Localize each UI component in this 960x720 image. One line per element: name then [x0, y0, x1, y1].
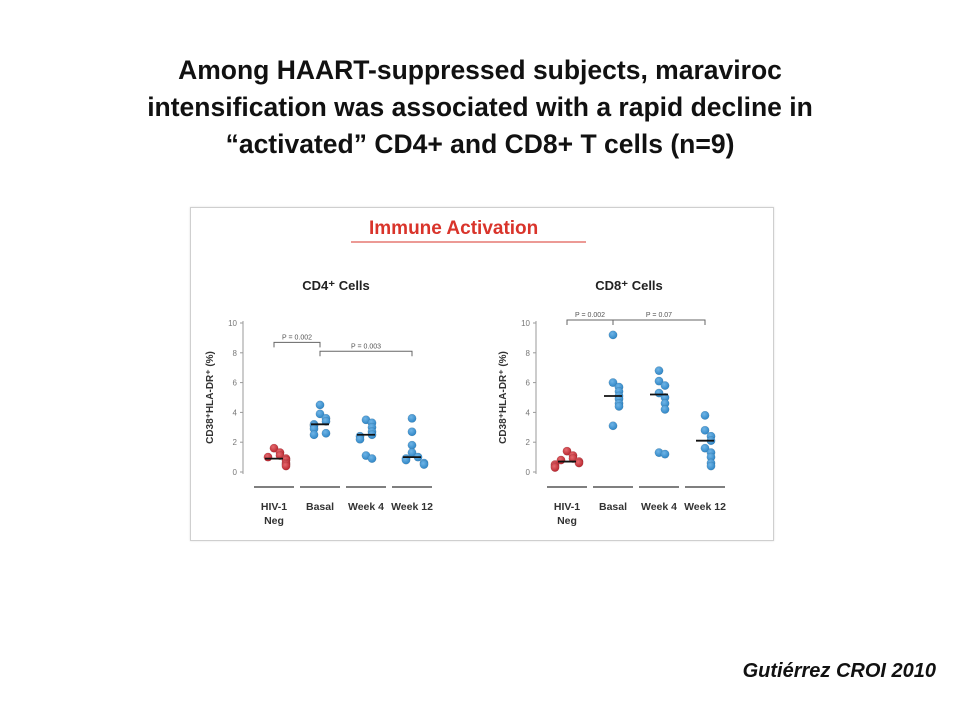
data-point-cd4-1	[315, 409, 325, 419]
x-tick-label-cd8: Week 4	[641, 501, 677, 513]
panel-title-cd4: CD4⁺ Cells	[302, 278, 370, 293]
x-tick-label-cd8: Neg	[557, 515, 577, 527]
data-point-cd4-3	[407, 427, 417, 437]
immune-activation-figure: Immune Activation CD4⁺ Cells CD38⁺HLA-DR⁺ …	[190, 207, 774, 541]
data-point-cd8-0	[574, 458, 584, 468]
y-tick-label-cd8: 10	[521, 319, 530, 328]
x-tick-label-cd4: HIV-1	[261, 501, 287, 513]
data-point-cd8-2	[660, 404, 670, 414]
data-point-cd8-3	[700, 443, 710, 453]
comparison-bracket-cd8	[612, 319, 706, 326]
data-point-cd8-2	[654, 366, 664, 376]
data-point-cd8-2	[654, 376, 664, 386]
y-axis-label-cd4: CD38⁺HLA-DR⁺ (%)	[205, 351, 216, 444]
y-tick-label-cd4: 8	[233, 349, 238, 358]
citation: Gutiérrez CROI 2010	[742, 660, 936, 682]
comparison-bracket-cd8	[566, 319, 614, 326]
data-point-cd4-0	[281, 461, 291, 471]
x-tick-label-cd8: Basal	[599, 501, 627, 513]
data-point-cd4-2	[355, 434, 365, 444]
data-point-cd4-3	[407, 413, 417, 423]
slide-title: Among HAART-suppressed subjects, maravir…	[40, 52, 920, 163]
data-point-cd8-3	[700, 425, 710, 435]
data-point-cd8-3	[700, 410, 710, 420]
comparison-p-value-cd8: P = 0.07	[646, 312, 672, 319]
data-point-cd4-1	[309, 430, 319, 440]
y-tick-label-cd8: 2	[526, 438, 531, 447]
slide-title-line-2: intensification was associated with a ra…	[147, 92, 813, 122]
data-point-cd8-2	[660, 449, 670, 459]
x-tick-label-cd4: Week 4	[348, 501, 384, 513]
x-tick-label-cd8: HIV-1	[554, 501, 580, 513]
data-point-cd8-2	[660, 381, 670, 391]
comparison-bracket-cd4	[273, 341, 321, 348]
y-tick-label-cd4: 4	[233, 408, 238, 417]
y-tick-label-cd8: 0	[526, 468, 531, 477]
slide-title-line-1: Among HAART-suppressed subjects, maravir…	[178, 55, 782, 85]
slide-title-line-3: “activated” CD4+ and CD8+ T cells (n=9)	[225, 129, 735, 159]
y-tick-label-cd8: 6	[526, 379, 531, 388]
data-point-cd8-1	[608, 421, 618, 431]
data-point-cd8-1	[614, 401, 624, 411]
y-axis-label-cd8: CD38⁺HLA-DR⁺ (%)	[498, 351, 509, 444]
data-point-cd4-0	[269, 443, 279, 453]
figure-canvas: Immune Activation CD4⁺ Cells CD38⁺HLA-DR⁺ …	[205, 218, 726, 527]
data-point-cd8-1	[608, 378, 618, 388]
data-point-cd4-0	[263, 452, 273, 462]
data-point-cd4-2	[367, 454, 377, 464]
y-tick-label-cd4: 0	[233, 468, 238, 477]
data-point-cd4-3	[419, 460, 429, 469]
data-point-cd8-1	[608, 330, 618, 340]
y-tick-label-cd8: 8	[526, 349, 531, 358]
comparison-p-value-cd4: P = 0.003	[351, 343, 381, 350]
data-point-cd8-3	[706, 461, 716, 471]
x-tick-label-cd4: Basal	[306, 501, 334, 513]
comparison-p-value-cd8: P = 0.002	[575, 312, 605, 319]
data-point-cd8-0	[550, 463, 560, 472]
figure-heading: Immune Activation	[369, 218, 538, 239]
comparison-bracket-cd4	[319, 350, 413, 357]
x-tick-label-cd4: Week 12	[391, 501, 433, 513]
x-tick-label-cd8: Week 12	[684, 501, 726, 513]
panel-title-cd8: CD8⁺ Cells	[595, 278, 663, 293]
comparison-p-value-cd4: P = 0.002	[282, 334, 312, 341]
y-tick-label-cd4: 6	[233, 379, 238, 388]
y-tick-label-cd4: 2	[233, 438, 238, 447]
data-point-cd4-1	[315, 400, 325, 410]
y-tick-label-cd4: 10	[228, 319, 237, 328]
data-point-cd8-0	[562, 446, 572, 456]
y-tick-label-cd8: 4	[526, 408, 531, 417]
data-point-cd4-3	[407, 440, 417, 450]
data-point-cd4-1	[321, 428, 331, 438]
x-tick-label-cd4: Neg	[264, 515, 284, 527]
